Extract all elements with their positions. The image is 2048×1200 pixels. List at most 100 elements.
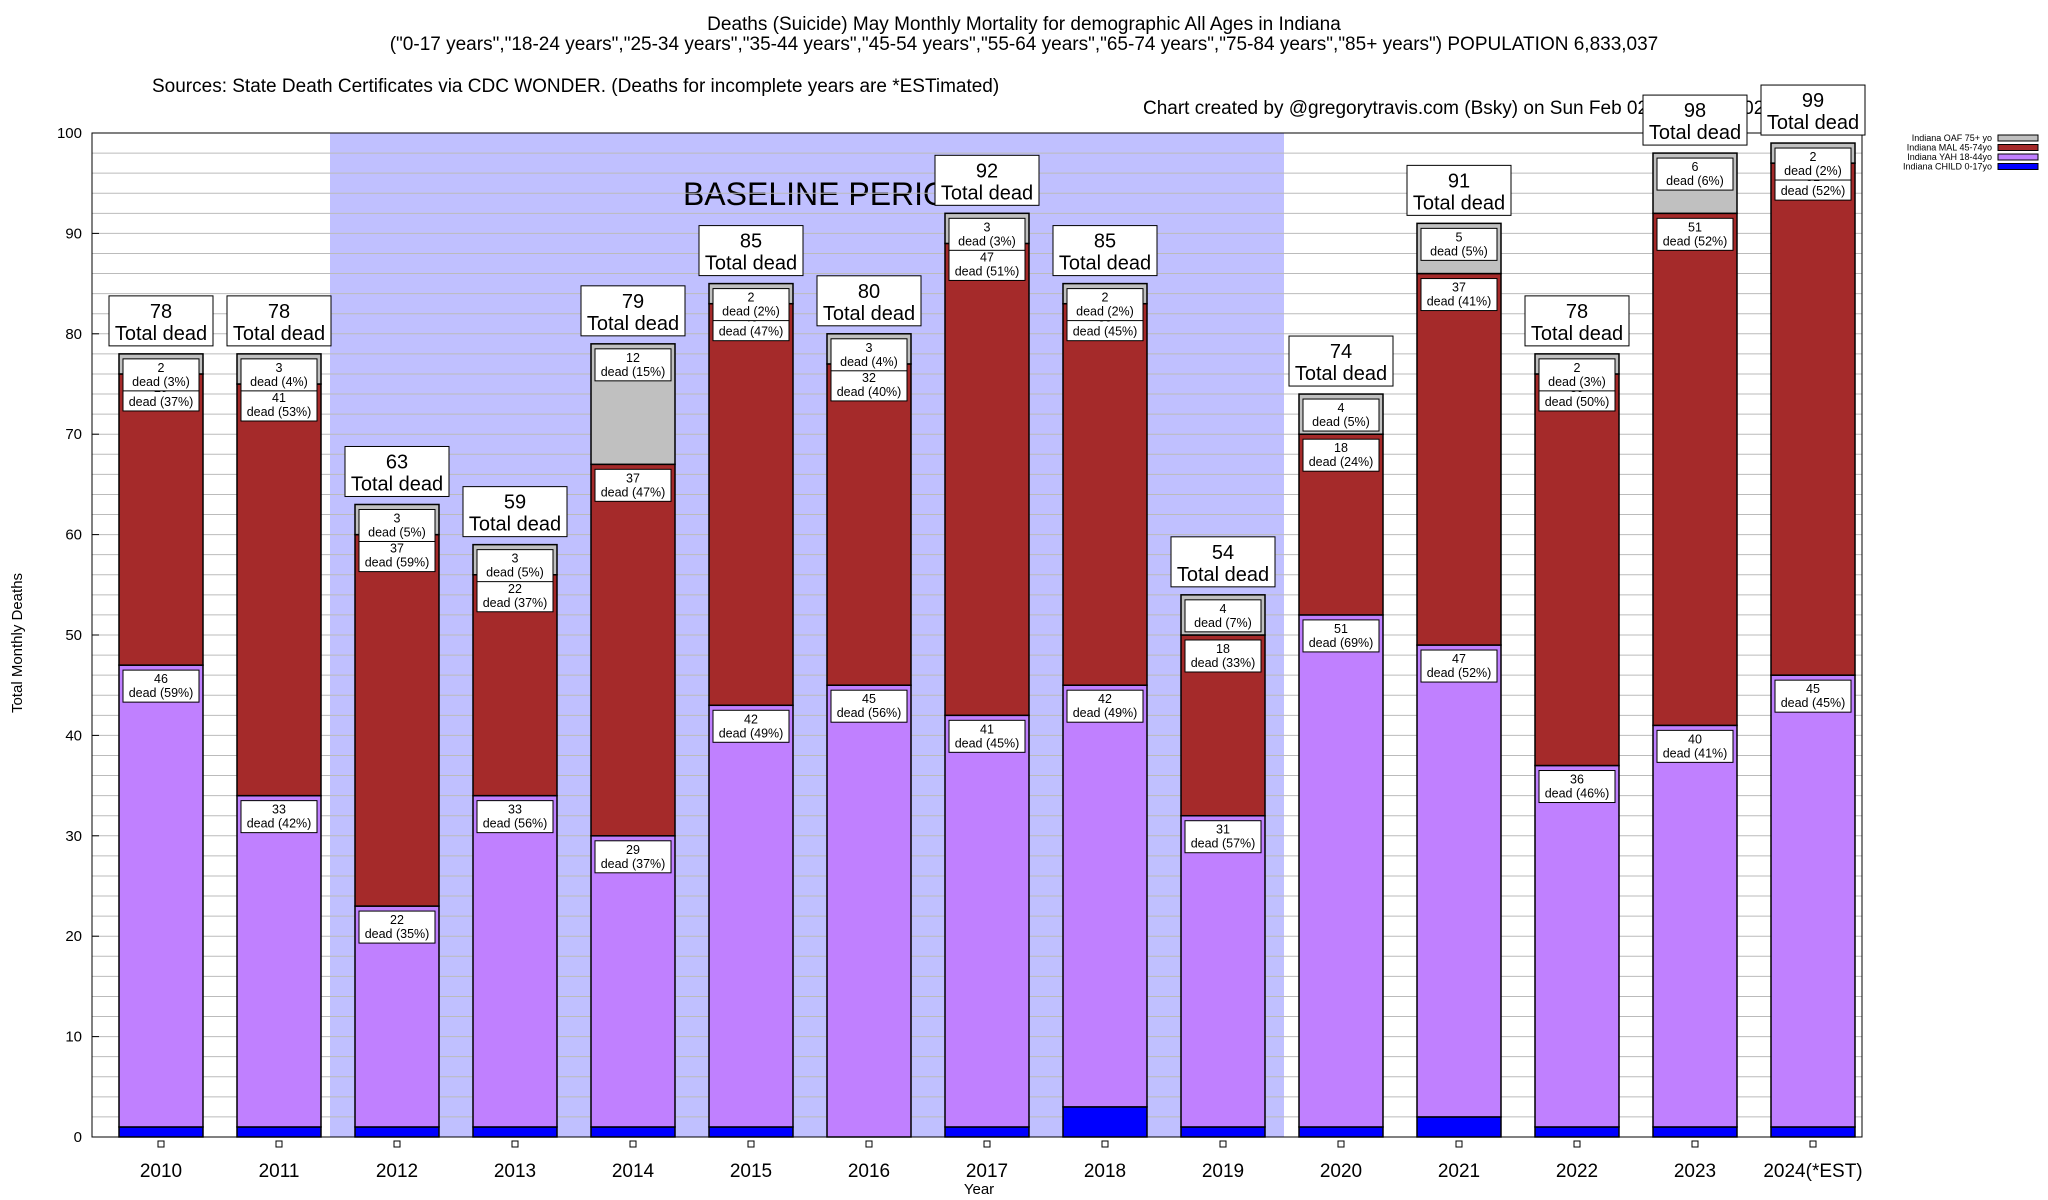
y-tick-label: 0 (74, 1129, 82, 1146)
bar-segment (708, 302, 794, 707)
total-label-box (108, 295, 214, 347)
bar-segment (1652, 724, 1738, 1128)
x-tick-label: 2015 (730, 1161, 772, 1182)
bar-segment (354, 533, 440, 907)
segment-label-text: dead (57%) (1191, 837, 1256, 851)
legend-item-label: Indiana CHILD 0-17yo (1903, 162, 1992, 172)
baseline-label: BASELINE PERIOD (683, 176, 971, 212)
total-label-text: Total dead (823, 303, 915, 325)
bar-segment (118, 1126, 204, 1138)
chart-source-line: Sources: State Death Certificates via CD… (0, 54, 2048, 120)
total-label-text: Total dead (233, 323, 325, 345)
segment-label-value: 33 (508, 803, 522, 817)
x-tick-marker (1455, 1140, 1463, 1148)
segment-label-value: 37 (626, 471, 640, 485)
segment-label-text: dead (42%) (247, 817, 312, 831)
total-label-box (1760, 84, 1866, 136)
segment-label-text: dead (45%) (1781, 696, 1846, 710)
y-tick-label: 90 (65, 225, 82, 242)
segment-label-value: 47 (980, 250, 994, 264)
segment-label-text: dead (6%) (1666, 174, 1724, 188)
segment-label-text: dead (51%) (955, 264, 1020, 278)
segment-label-value: 46 (154, 672, 168, 686)
segment-label-value: 2 (158, 361, 165, 375)
segment-label-text: dead (47%) (719, 325, 784, 339)
segment-label-box (594, 348, 672, 382)
bar-segment (1298, 1126, 1384, 1138)
segment-label-box (948, 719, 1026, 753)
total-label-text: Total dead (705, 253, 797, 275)
bar-segment (1062, 684, 1148, 1108)
total-label-value: 78 (1566, 301, 1588, 323)
segment-label-text: dead (5%) (368, 525, 426, 539)
total-label-text: Total dead (587, 313, 679, 335)
segment-label-text: dead (69%) (1309, 636, 1374, 650)
bar-segment (354, 1126, 440, 1138)
segment-label-box (476, 800, 554, 834)
segment-label-text: dead (41%) (1663, 746, 1728, 760)
bar-segment (1416, 644, 1502, 1118)
bar-segment (826, 363, 912, 686)
x-tick-marker (275, 1140, 283, 1148)
x-tick-marker (511, 1140, 519, 1148)
y-tick-label: 40 (65, 727, 82, 744)
segment-label-box (1538, 358, 1616, 392)
segment-label-value: 4 (1220, 602, 1227, 616)
total-label-value: 98 (1684, 100, 1706, 122)
total-label-text: Total dead (1295, 363, 1387, 385)
segment-label-value: 40 (1688, 732, 1702, 746)
y-tick-label: 10 (65, 1029, 82, 1046)
segment-label-value: 33 (272, 803, 286, 817)
segment-label-text: dead (4%) (840, 355, 898, 369)
segment-label-text: dead (50%) (1545, 395, 1610, 409)
segment-label-value: 4 (1338, 401, 1345, 415)
bar-segment (1534, 1126, 1620, 1138)
x-tick-marker (393, 1140, 401, 1148)
segment-label-text: dead (3%) (132, 375, 190, 389)
total-label-text: Total dead (1531, 323, 1623, 345)
segment-label-text: dead (2%) (1076, 305, 1134, 319)
total-label-box (580, 285, 686, 337)
segment-label-value: 31 (1216, 823, 1230, 837)
segment-label-text: dead (56%) (483, 817, 548, 831)
segment-label-box (594, 468, 672, 502)
segment-label-text: dead (3%) (1548, 375, 1606, 389)
segment-label-text: dead (47%) (601, 485, 666, 499)
x-tick-label: 2012 (376, 1161, 418, 1182)
segment-label-value: 2 (1102, 291, 1109, 305)
bar-segment (944, 242, 1030, 717)
segment-label-text: dead (5%) (1312, 415, 1370, 429)
y-tick-label: 50 (65, 627, 82, 644)
bar-segment (590, 835, 676, 1128)
segment-label-value: 5 (1456, 230, 1463, 244)
segment-label-value: 3 (866, 341, 873, 355)
total-label-box (1052, 225, 1158, 277)
bar-segment (590, 1126, 676, 1138)
segment-label-text: dead (37%) (483, 596, 548, 610)
y-tick-label: 20 (65, 928, 82, 945)
bar-segment (944, 1126, 1030, 1138)
segment-label-value: 2 (1810, 150, 1817, 164)
segment-label-value: 45 (862, 692, 876, 706)
segment-label-value: 22 (390, 913, 404, 927)
